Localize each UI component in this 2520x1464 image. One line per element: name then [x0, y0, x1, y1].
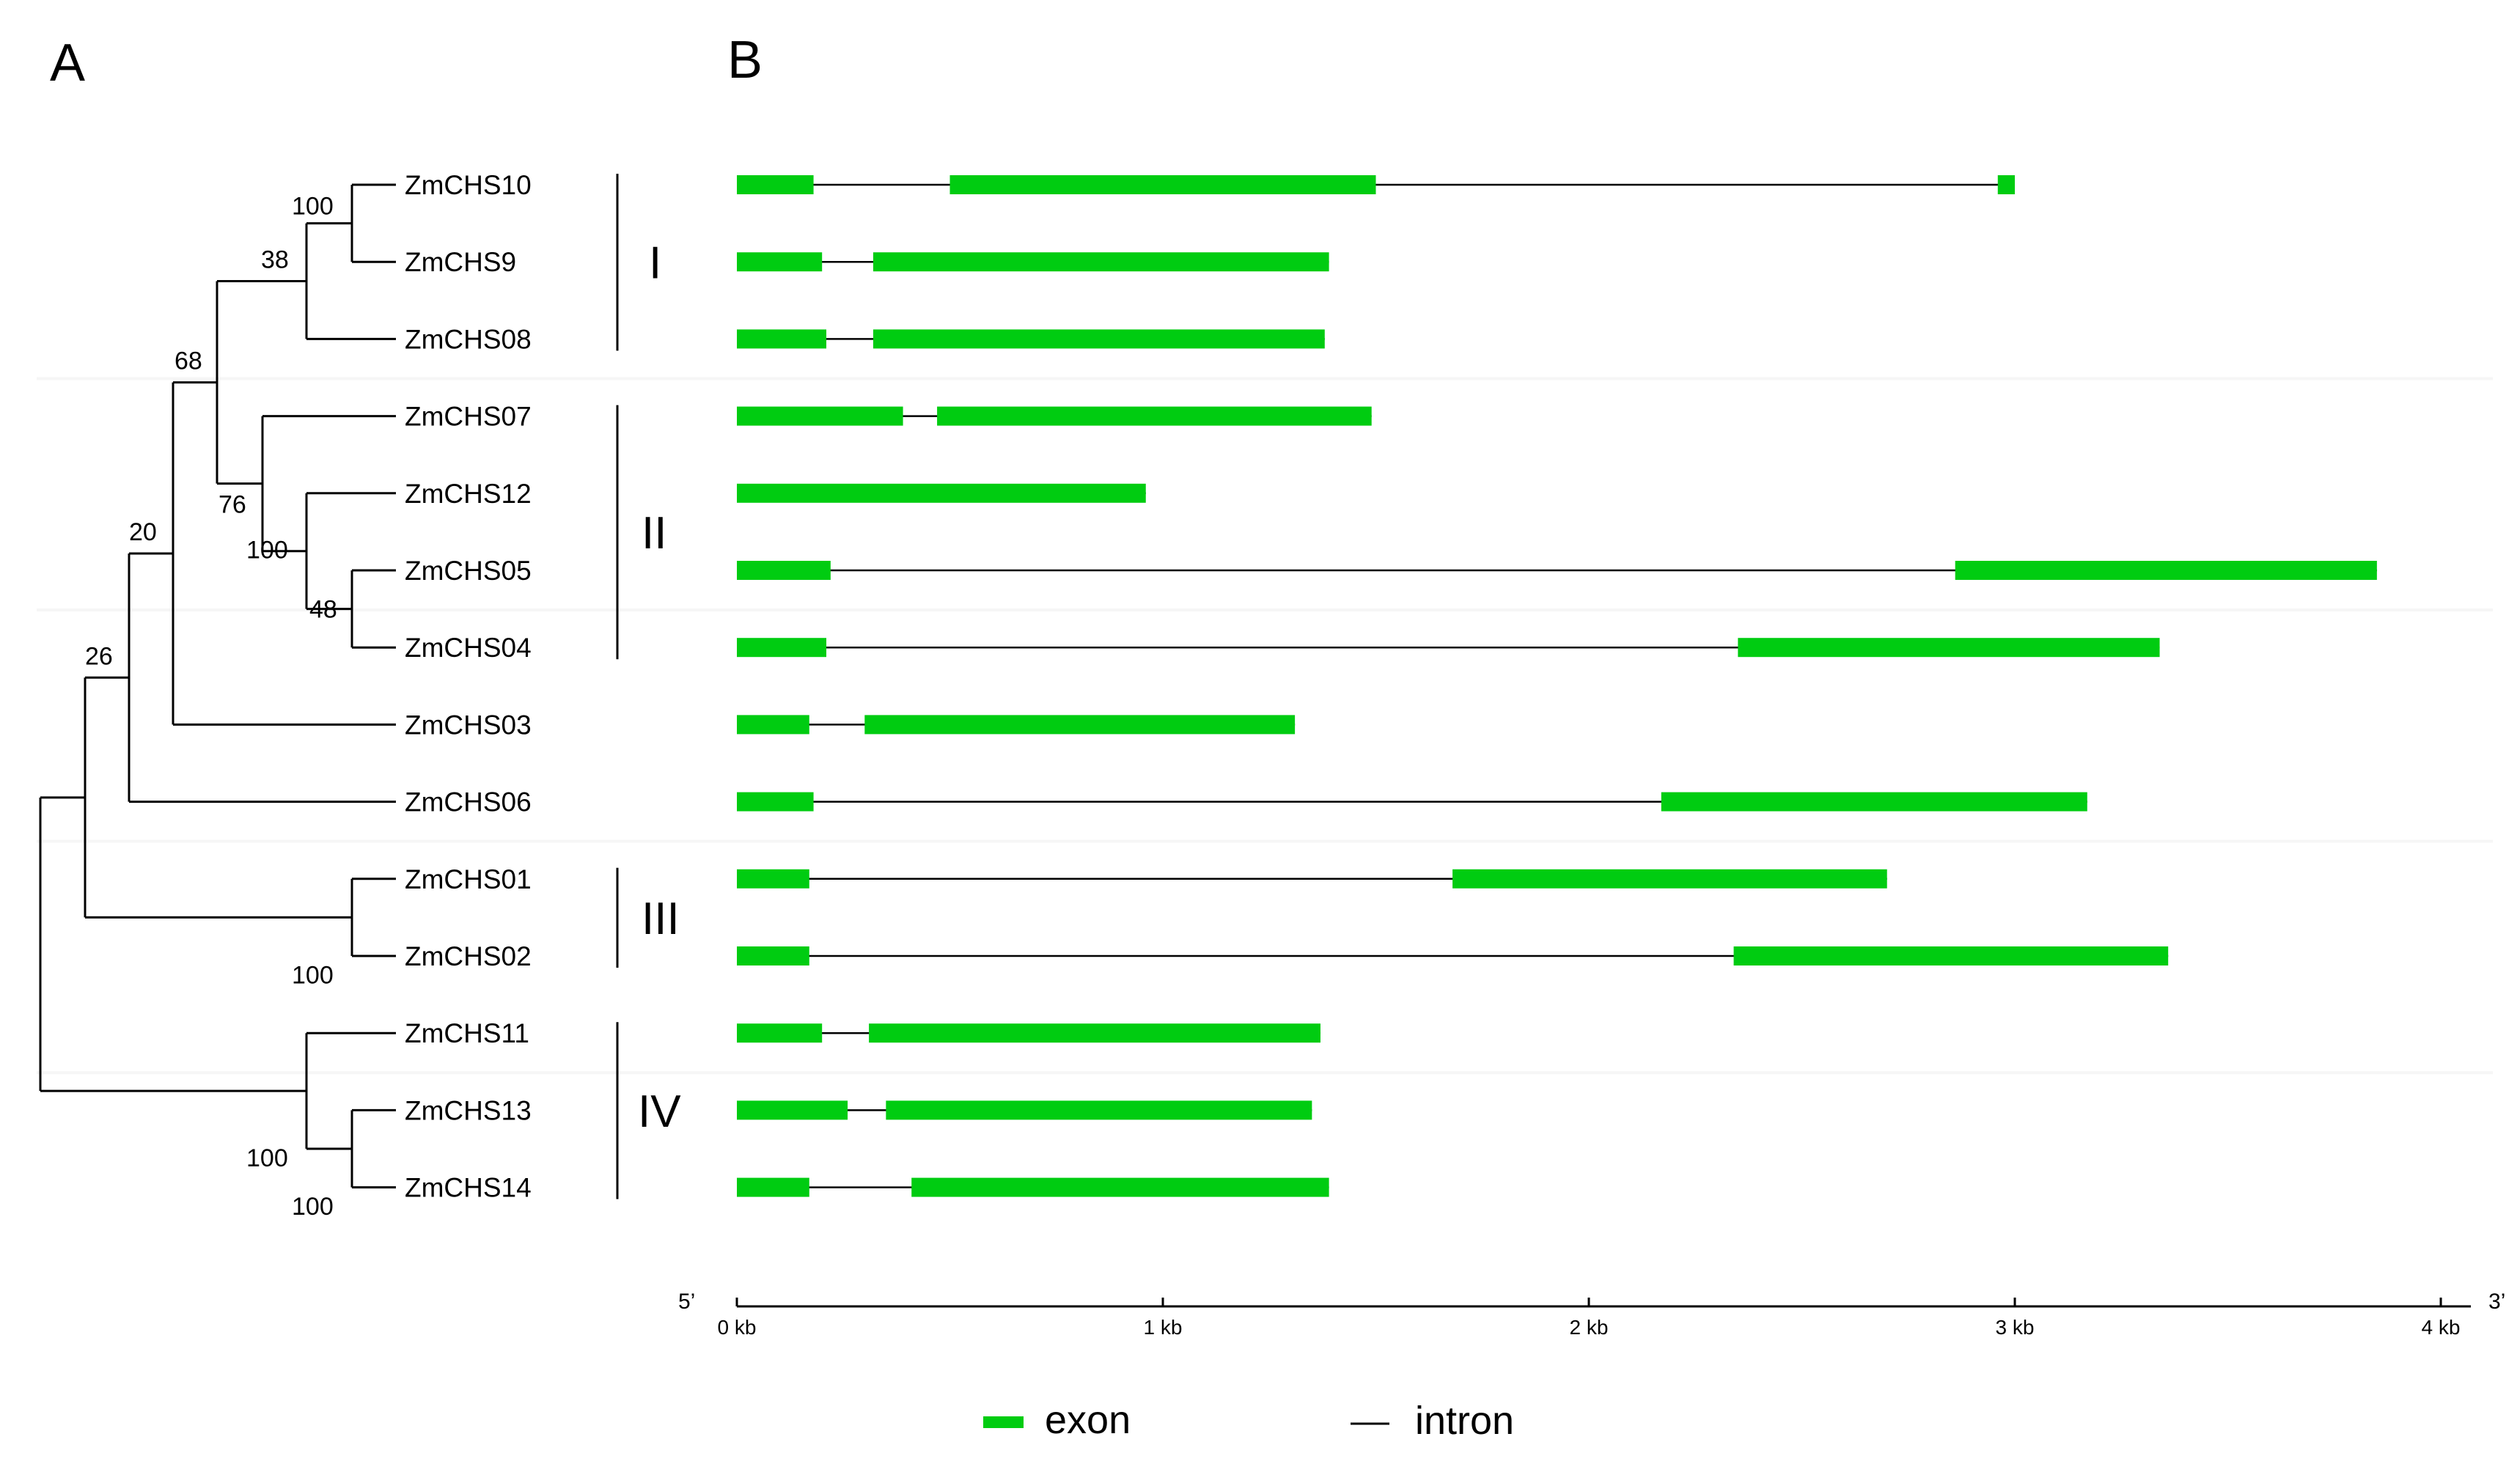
exon-box [737, 329, 827, 349]
exon-box [1733, 946, 2169, 965]
bootstrap-value: 100 [246, 1144, 288, 1172]
exon-box [1997, 175, 2015, 194]
exon-box [949, 175, 1376, 194]
exon-box [1452, 869, 1887, 889]
bootstrap-value: 76 [218, 491, 246, 519]
row-band [37, 608, 2493, 611]
leaf-label: ZmCHS11 [405, 1018, 529, 1048]
exon-box [869, 1023, 1320, 1043]
row-band [37, 1071, 2493, 1075]
leaf-label: ZmCHS12 [405, 479, 532, 509]
exon-box [864, 715, 1296, 735]
axis-left-label: 5’ [678, 1290, 695, 1314]
exon-box [886, 1100, 1312, 1120]
axis-right-label: 3’ [2488, 1290, 2505, 1314]
bootstrap-value: 26 [85, 642, 113, 670]
leaf-label: ZmCHS07 [405, 402, 532, 432]
row-band [37, 377, 2493, 380]
exon-box [873, 252, 1329, 272]
exon-box [1738, 638, 2160, 658]
axis-tick-label: 4 kb [2422, 1316, 2461, 1339]
group-label: III [642, 894, 680, 944]
scale-axis: 5’ 3’ 0 kb 1 kb 2 kb 3 kb 4 kb [678, 1290, 2505, 1339]
leaf-label: ZmCHS13 [405, 1095, 532, 1125]
legend: exon intron [983, 1398, 1514, 1443]
exon-box [737, 792, 814, 812]
exon-box [737, 638, 827, 658]
legend-exon-label: exon [1045, 1398, 1131, 1442]
exon-box [911, 1177, 1329, 1197]
bootstrap-value: 38 [261, 246, 289, 274]
exon-box [737, 1023, 823, 1043]
legend-exon-swatch [983, 1416, 1024, 1428]
bootstrap-value: 20 [129, 518, 157, 546]
group-label: I [649, 238, 661, 289]
bootstrap-value: 100 [292, 1193, 334, 1221]
exon-box [737, 561, 831, 580]
axis-tick-label: 1 kb [1144, 1316, 1183, 1339]
exon-box [737, 946, 809, 965]
exon-box [737, 1100, 848, 1120]
exon-box [737, 715, 809, 735]
leaf-label: ZmCHS06 [405, 787, 532, 817]
exon-box [737, 869, 809, 889]
group-label: IV [638, 1086, 681, 1137]
bootstrap-value: 68 [175, 347, 202, 375]
axis-tick-label: 2 kb [1570, 1316, 1609, 1339]
row-bands [37, 377, 2493, 1075]
leaf-label: ZmCHS14 [405, 1173, 532, 1203]
leaf-labels: ZmCHS10 ZmCHS9 ZmCHS08 ZmCHS07 ZmCHS12 ZmCHS0… [405, 170, 532, 1203]
legend-intron-label: intron [1415, 1399, 1514, 1443]
bootstrap-value: 100 [292, 193, 334, 221]
bootstrap-value: 100 [292, 961, 334, 989]
axis-tick-label: 0 kb [718, 1316, 757, 1339]
axis-tick-label: 3 kb [1996, 1316, 2035, 1339]
leaf-label: ZmCHS04 [405, 633, 532, 663]
exon-box [737, 1177, 809, 1197]
leaf-label: ZmCHS10 [405, 170, 532, 200]
exon-box [737, 483, 1146, 503]
gene-structures [737, 175, 2377, 1197]
exon-box [737, 175, 814, 194]
exon-box [1955, 561, 2377, 580]
leaf-label: ZmCHS03 [405, 710, 532, 740]
panel-b-label: B [727, 31, 763, 89]
panel-a-label: A [50, 34, 85, 92]
leaf-label: ZmCHS01 [405, 864, 532, 894]
exon-box [737, 406, 903, 426]
group-label: II [642, 508, 666, 559]
leaf-label: ZmCHS02 [405, 941, 532, 971]
leaf-label: ZmCHS9 [405, 247, 516, 277]
exon-box [1661, 792, 2087, 812]
exon-box [737, 252, 823, 272]
exon-box [873, 329, 1325, 349]
leaf-label: ZmCHS05 [405, 556, 532, 586]
leaf-label: ZmCHS08 [405, 324, 532, 354]
row-band [37, 839, 2493, 843]
exon-box [937, 406, 1372, 426]
